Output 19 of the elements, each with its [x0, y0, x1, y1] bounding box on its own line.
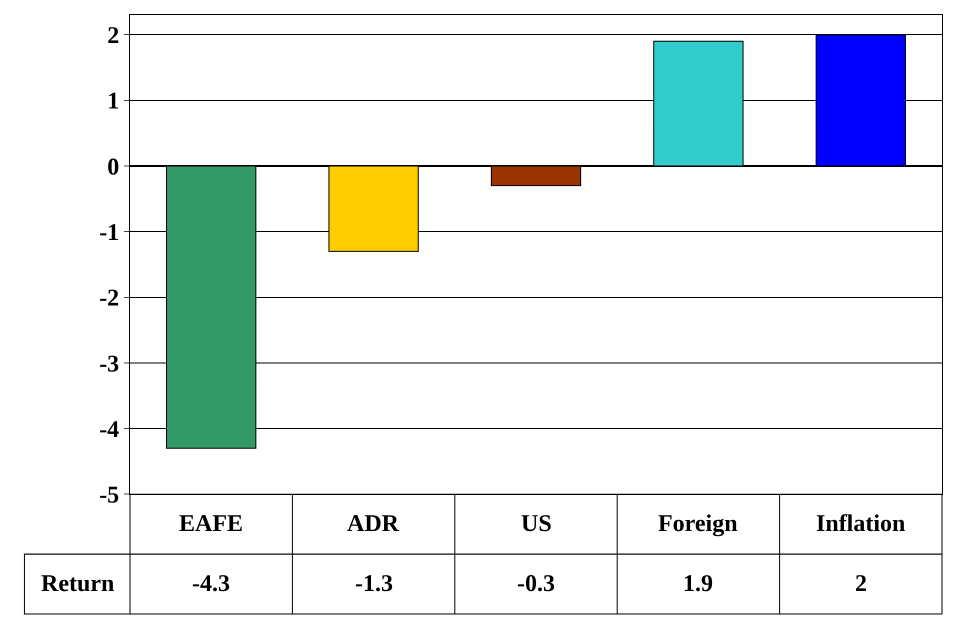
y-tick-label: -4: [99, 416, 120, 443]
x-tick-label: EAFE: [179, 511, 244, 537]
data-label: -1.3: [355, 571, 393, 597]
y-tick-label: 0: [107, 154, 120, 180]
y-tick-label: -3: [99, 351, 120, 378]
x-tick-label: US: [521, 511, 552, 537]
data-label: -0.3: [517, 571, 555, 597]
y-tick-label: -1: [99, 220, 120, 246]
x-tick-label: ADR: [347, 511, 400, 537]
data-label: 2: [855, 571, 867, 597]
x-tick-label: Foreign: [658, 511, 738, 537]
y-tick-label: 2: [107, 23, 120, 50]
y-tick-label: 1: [107, 88, 120, 115]
x-tick-label: Inflation: [816, 511, 906, 537]
text: Return: [41, 571, 114, 597]
data-label: -4.3: [192, 571, 230, 597]
y-tick-label: -5: [99, 482, 120, 509]
y-tick-label: -2: [99, 286, 120, 312]
data-label: 1.9: [683, 571, 713, 597]
